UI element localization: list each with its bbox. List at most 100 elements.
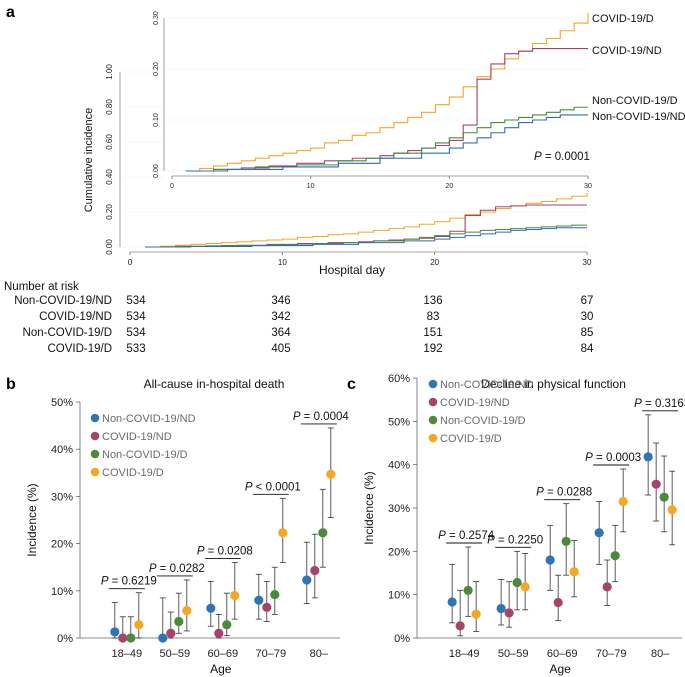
legend-label: Non-COVID-19/D [440, 415, 526, 427]
p-number: 0.0004 [314, 411, 350, 423]
point-non-covid-19-nd [447, 597, 457, 607]
risk-value: 342 [271, 311, 290, 323]
y-tick-label: 40% [51, 444, 73, 456]
risk-value: 192 [423, 343, 442, 355]
y-axis-title: Incidence (%) [25, 483, 39, 556]
inset-background [164, 14, 594, 181]
risk-value: 364 [271, 327, 291, 339]
p-value-label: P = 0.0003 [585, 452, 641, 464]
risk-row-label: COVID-19/ND [39, 311, 112, 323]
x-axis-title: Hospital day [319, 263, 385, 277]
legend-marker [90, 449, 100, 459]
series-label: Non-COVID-19/ND [592, 111, 685, 123]
point-non-covid-19-d [610, 551, 620, 561]
risk-value: 534 [126, 311, 146, 323]
risk-value: 151 [423, 327, 442, 339]
y-tick-label: 60% [388, 373, 410, 385]
x-tick-label: 60–69 [208, 648, 239, 660]
risk-value: 534 [126, 327, 146, 339]
inset-x-tick-label: 10 [307, 183, 315, 190]
x-tick-label: 18–49 [449, 648, 480, 660]
p-op: = [204, 545, 217, 557]
point-covid-19-nd [310, 565, 320, 576]
y-tick-label: 0% [57, 633, 73, 645]
main-y-tick-label: 0.20 [105, 204, 114, 220]
legend-marker [90, 431, 100, 441]
point-non-covid-19-d [174, 616, 184, 627]
risk-value: 534 [126, 295, 146, 307]
point-covid-19-d [569, 567, 579, 577]
p-op: < [252, 481, 265, 493]
point-covid-19-d [326, 469, 336, 479]
risk-value: 85 [581, 327, 594, 339]
point-covid-19-nd [166, 628, 176, 638]
y-axis-title: Incidence (%) [362, 471, 376, 544]
p-value-letter: P [534, 151, 542, 163]
p-letter: P [487, 534, 495, 546]
risk-row-label: Non-COVID-19/D [23, 327, 112, 339]
inset-y-tick-label: 0.00 [153, 164, 160, 178]
point-non-covid-19-nd [254, 595, 264, 605]
point-covid-19-d [618, 496, 628, 507]
point-non-covid-19-d [222, 620, 232, 630]
y-tick-label: 0% [394, 633, 410, 645]
x-axis-title: Age [549, 662, 571, 676]
risk-row-label: COVID-19/D [47, 343, 112, 355]
p-value-text: = 0.0001 [542, 151, 590, 163]
y-tick-label: 50% [388, 416, 410, 428]
y-tick-label: 10% [388, 590, 410, 602]
y-tick-label: 50% [51, 397, 73, 409]
main-y-tick-label: 0.40 [105, 169, 114, 185]
risk-value: 67 [581, 295, 594, 307]
legend-label: COVID-19/D [102, 467, 164, 479]
point-covid-19-nd [118, 633, 128, 643]
p-letter: P [101, 576, 109, 588]
point-non-covid-19-nd [545, 555, 555, 565]
legend-marker [428, 379, 438, 389]
inset-x-tick-label: 20 [445, 183, 453, 190]
series-label: COVID-19/ND [592, 45, 662, 57]
x-axis-title: Age [210, 662, 232, 676]
p-value-label: P = 0.0288 [536, 487, 592, 499]
point-non-covid-19-d [463, 585, 473, 595]
y-tick-label: 10% [51, 586, 73, 598]
point-covid-19-nd [651, 479, 661, 489]
x-tick-label: 70–79 [596, 648, 627, 660]
point-covid-19-nd [553, 597, 563, 608]
main-curve-non-covid-19-d [145, 224, 587, 248]
p-value-a: P = 0.0001 [534, 151, 590, 163]
y-tick-label: 30% [51, 491, 73, 503]
point-covid-19-d [520, 582, 530, 592]
main-curve-covid-19-d [145, 192, 588, 248]
point-covid-19-d [134, 620, 144, 630]
p-letter: P [634, 398, 642, 410]
p-value-label: P = 0.2250 [487, 534, 543, 546]
y-tick-label: 30% [388, 503, 410, 515]
point-covid-19-d [182, 606, 192, 616]
panel-letter-c: c [347, 376, 356, 393]
p-letter: P [149, 563, 157, 575]
p-value-label: P = 0.0004 [293, 411, 350, 423]
point-non-covid-19-d [270, 589, 280, 600]
legend-marker [90, 413, 100, 423]
p-letter: P [245, 481, 253, 493]
p-number: 0.0288 [557, 487, 592, 499]
x-tick-label: 60–69 [547, 648, 578, 660]
p-op: = [446, 530, 459, 542]
p-letter: P [438, 530, 446, 542]
legend-marker [428, 397, 438, 407]
panel-c-physical-function-plot: c Decline in physical function 0% 10% 20% 30%… [347, 373, 685, 676]
inset-y-tick-label: 0.10 [153, 113, 160, 127]
risk-value: 405 [271, 343, 290, 355]
chart-title: Decline in physical function [481, 377, 626, 391]
legend-label: COVID-19/ND [102, 431, 172, 443]
legend-label: Non-COVID-19/ND [102, 413, 196, 425]
p-number: 0.0001 [266, 481, 301, 493]
inset-x-tick-label: 0 [170, 183, 174, 190]
series-label: Non-COVID-19/D [592, 95, 678, 107]
p-value-label: P = 0.6219 [101, 576, 157, 588]
main-x-tick-label: 30 [583, 258, 592, 267]
inset-curve-covid-19-nd [185, 48, 588, 172]
p-value-label: P = 0.0282 [149, 563, 205, 575]
point-non-covid-19-d [659, 492, 669, 502]
